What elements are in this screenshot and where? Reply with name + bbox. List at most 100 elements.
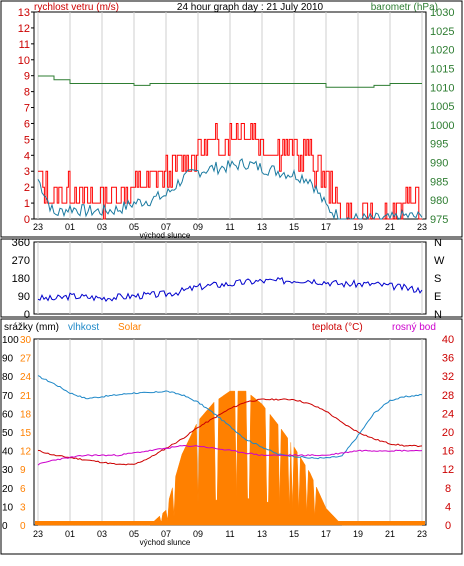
pressure-y-tick: 1025	[430, 26, 454, 38]
direction-y-ticks: 0 90 180 270 360	[12, 237, 30, 321]
pressure-y-tick: 990	[430, 158, 448, 170]
temperature-y-tick: 8	[445, 483, 451, 495]
pressure-y-ticks: 975 980 985 990 995 1000 1005 1010 1015 1020 1025 1…	[430, 7, 454, 226]
pressure-series	[38, 75, 422, 88]
rain-y-tick: 50	[2, 428, 14, 439]
rain-y-tick: 10	[2, 502, 14, 513]
direction-y-tick: 0	[24, 309, 30, 321]
rain-tick: 9	[20, 465, 26, 476]
rain-y-tick: 20	[2, 484, 14, 495]
pressure-y-tick: 985	[430, 176, 448, 188]
dewpoint-legend: rosný bod	[392, 322, 436, 333]
rain-tick: 27	[20, 354, 32, 365]
rain-y-tick: 30	[2, 465, 14, 476]
x-tick-label: 21	[385, 222, 395, 232]
direction-grid	[37, 242, 423, 314]
wind-y-tick: 4	[24, 150, 30, 162]
x-tick-label: 19	[353, 529, 363, 539]
x-tick-label: 01	[65, 529, 75, 539]
x-tick-label: 03	[97, 222, 107, 232]
rain-tick: 15	[20, 428, 32, 439]
rain-baseline	[35, 521, 425, 525]
temperature-legend: teplota (°C)	[312, 322, 363, 333]
wind-y-tick: 7	[24, 103, 30, 115]
wind-y-tick: 5	[24, 134, 30, 146]
x-tick-label: 09	[193, 529, 203, 539]
rain-tick: 30	[20, 335, 32, 346]
temperature-y-tick: 4	[445, 501, 451, 513]
sunrise-label-top: východ slunce	[140, 231, 191, 240]
rain-tick: 6	[20, 484, 26, 495]
x-tick-label: 23	[33, 222, 43, 232]
wind-y-tick: 2	[24, 182, 30, 194]
pressure-y-tick: 1005	[430, 101, 454, 113]
rain-tick: 0	[20, 521, 26, 532]
pressure-y-tick: 1030	[430, 7, 454, 19]
sunrise-label-bottom: východ slunce	[140, 538, 191, 547]
temperature-y-tick: 16	[442, 446, 454, 458]
x-tick-label: 17	[321, 222, 331, 232]
rain-tick: 3	[20, 502, 26, 513]
rain-legend: srážky (mm)	[4, 322, 59, 333]
temperature-y-ticks: 0 4 8 12 16 20 24 28 32 36 40	[442, 334, 454, 532]
compass-label: N	[434, 309, 442, 321]
temperature-y-tick: 36	[442, 353, 454, 365]
wind-y-tick: 11	[19, 39, 30, 51]
temperature-y-tick: 28	[442, 390, 454, 402]
x-tick-label: 01	[65, 222, 75, 232]
x-tick-label: 09	[193, 222, 203, 232]
wind-x-ticks: 23 01 03 05 07 09 11 13 15 17 19 21 23	[33, 222, 427, 232]
rain-tick: 12	[20, 447, 32, 458]
x-tick-label: 23	[417, 222, 427, 232]
wind-y-tick: 3	[24, 166, 30, 178]
wind-y-tick: 8	[24, 87, 30, 99]
x-tick-label: 13	[257, 529, 267, 539]
temperature-y-tick: 0	[445, 520, 451, 532]
humidity-legend: vlhkost	[68, 322, 99, 333]
wind-y-tick: 0	[24, 214, 30, 226]
pressure-y-tick: 1000	[430, 120, 454, 132]
direction-y-tick: 360	[12, 237, 30, 249]
gust-series	[38, 123, 422, 220]
x-tick-label: 15	[289, 529, 299, 539]
wind-speed-series	[37, 158, 423, 220]
compass-label: W	[434, 255, 445, 267]
direction-y-tick: 90	[18, 291, 30, 303]
rain-y-tick: 70	[2, 391, 14, 402]
top-panel-frame	[0, 0, 463, 238]
wind-y-tick: 12	[18, 23, 30, 35]
temperature-y-tick: 32	[442, 371, 454, 383]
x-tick-label: 07	[161, 222, 171, 232]
pressure-y-tick: 995	[430, 139, 448, 151]
direction-y-tick: 180	[12, 273, 30, 285]
rain-y-tick: 80	[2, 372, 14, 383]
x-tick-label: 07	[161, 529, 171, 539]
wind-y-tick: 6	[24, 118, 30, 130]
rain-tick: 18	[20, 409, 32, 420]
rain-tick: 24	[20, 372, 32, 383]
temperature-y-tick: 20	[442, 427, 454, 439]
x-tick-label: 15	[289, 222, 299, 232]
rain-y-tick: 60	[2, 409, 14, 420]
x-tick-label: 13	[257, 222, 267, 232]
temperature-y-tick: 12	[442, 464, 454, 476]
wind-y-tick: 9	[24, 71, 30, 83]
wind-axis-title: rychlost vetru (m/s)	[34, 2, 119, 13]
wind-y-tick: 10	[18, 55, 30, 67]
x-tick-label: 19	[353, 222, 363, 232]
x-tick-label: 11	[225, 529, 234, 539]
compass-label: E	[434, 291, 441, 303]
compass-label: S	[434, 273, 441, 285]
pressure-axis-title: barometr (hPa)	[371, 2, 438, 13]
pressure-y-tick: 1020	[430, 45, 454, 57]
x-tick-label: 11	[225, 222, 234, 232]
pressure-y-tick: 975	[430, 214, 448, 226]
x-tick-label: 05	[129, 222, 139, 232]
direction-series	[37, 276, 423, 303]
